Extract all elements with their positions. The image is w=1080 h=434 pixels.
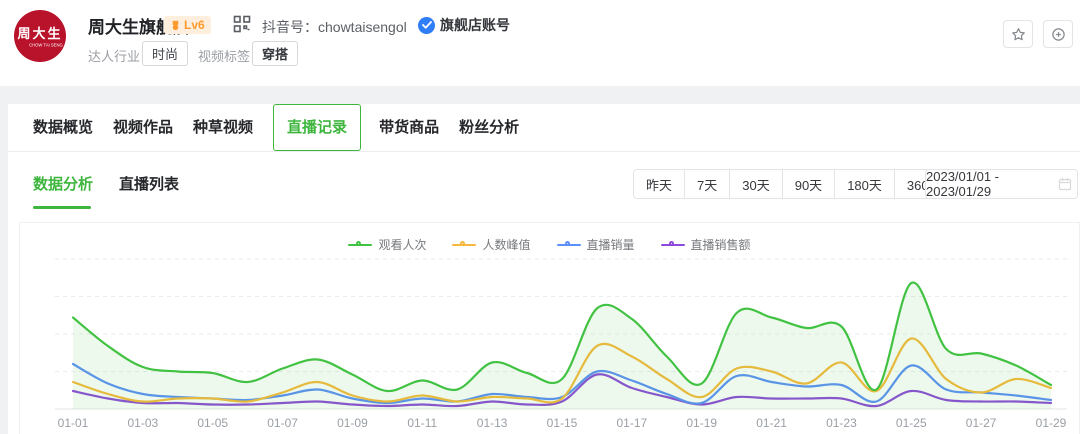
svg-text:01-05: 01-05: [197, 416, 228, 430]
video-tag[interactable]: 穿搭: [252, 41, 299, 66]
active-subtab-underline: [33, 205, 92, 209]
tab-fans-analysis[interactable]: 粉丝分析: [459, 118, 520, 136]
legend-label: 观看人次: [378, 238, 427, 252]
industry-label: 达人行业: [88, 49, 141, 64]
legend-marker-green: [348, 240, 373, 250]
legend-item-peak-viewers[interactable]: 人数峰值: [452, 236, 531, 253]
tab-seeding-videos[interactable]: 种草视频: [193, 118, 254, 136]
date-range-picker[interactable]: 2023/01/01 - 2023/01/29: [925, 169, 1078, 199]
tab-products[interactable]: 带货商品: [379, 118, 440, 136]
verified-badge-label: 旗舰店账号: [440, 17, 510, 33]
douyin-id-label: 抖音号：: [262, 19, 318, 35]
svg-text:01-13: 01-13: [477, 416, 508, 430]
tab-video-works[interactable]: 视频作品: [113, 118, 174, 136]
industry-tag[interactable]: 时尚: [142, 41, 189, 66]
account-header: 周大生 CHOW TAI SENG 周大生旗舰店 Lv6 抖音号：chowtai…: [0, 0, 1080, 86]
legend-marker-blue: [556, 240, 581, 250]
legend-item-sales-volume[interactable]: 直播销量: [556, 236, 635, 253]
subtab-live-list-label: 直播列表: [119, 175, 180, 193]
legend-marker-purple: [660, 240, 685, 250]
level-medal-icon: [172, 20, 179, 30]
svg-text:01-29: 01-29: [1036, 416, 1067, 430]
track-monitor-button[interactable]: [1043, 20, 1073, 48]
subtab-data-analysis-label: 数据分析: [33, 175, 94, 193]
svg-text:01-21: 01-21: [756, 416, 787, 430]
svg-text:01-17: 01-17: [617, 416, 648, 430]
star-icon: [1011, 27, 1025, 40]
favorite-star-button[interactable]: [1003, 20, 1033, 48]
svg-text:01-01: 01-01: [58, 416, 89, 430]
line-chart[interactable]: 01-01 01-03 01-05 01-07 01-09 01-11 01-13 01-15…: [41, 251, 1071, 434]
legend-item-views[interactable]: 观看人次: [348, 236, 426, 253]
date-range-text: 2023/01/01 - 2023/01/29: [926, 169, 1000, 199]
video-tag-label: 视频标签: [198, 49, 251, 64]
douyin-id-value: chowtaisengol: [318, 19, 407, 35]
verified-check-icon: [418, 16, 435, 34]
sub-tab-bar: 数据分析 直播列表: [33, 152, 179, 214]
douyin-id: 抖音号：chowtaisengol: [262, 17, 407, 37]
live-metrics-chart-panel: 观看人次 人数峰值 直播销量 直播销售额 01-01 01-03 01-05 01-0…: [19, 222, 1080, 434]
svg-text:01-15: 01-15: [547, 416, 578, 430]
quick-range-button-group: 昨天 7天 30天 90天 180天 360天: [633, 169, 955, 199]
range-180d[interactable]: 180天: [834, 169, 895, 199]
legend-item-sales-amount[interactable]: 直播销售额: [660, 236, 751, 253]
range-90d[interactable]: 90天: [781, 169, 836, 199]
svg-text:01-03: 01-03: [128, 416, 159, 430]
svg-text:01-25: 01-25: [896, 416, 927, 430]
svg-text:01-09: 01-09: [337, 416, 368, 430]
legend-label: 直播销量: [586, 238, 635, 252]
level-badge-label: Lv6: [184, 18, 205, 32]
svg-text:01-07: 01-07: [267, 416, 298, 430]
tab-data-overview[interactable]: 数据概览: [33, 118, 94, 136]
svg-text:01-19: 01-19: [686, 416, 717, 430]
account-avatar: 周大生 CHOW TAI SENG: [14, 10, 66, 62]
legend-marker-orange: [452, 240, 477, 250]
verified-badge: 旗舰店账号: [418, 15, 510, 35]
calendar-icon: [1058, 177, 1072, 194]
chart-legend: 观看人次 人数峰值 直播销量 直播销售额: [20, 236, 1079, 253]
legend-label: 人数峰值: [482, 238, 531, 252]
level-badge: Lv6: [164, 16, 211, 34]
range-yesterday[interactable]: 昨天: [633, 169, 686, 199]
main-tab-bar: 数据概览 视频作品 种草视频 直播记录 带货商品 粉丝分析: [8, 104, 1080, 152]
svg-text:01-11: 01-11: [407, 416, 437, 430]
subtab-data-analysis[interactable]: 数据分析: [33, 173, 94, 209]
svg-text:01-23: 01-23: [826, 416, 857, 430]
analytics-card: 数据概览 视频作品 种草视频 直播记录 带货商品 粉丝分析 数据分析 直播列表 …: [8, 104, 1080, 434]
tab-live-records[interactable]: 直播记录: [273, 104, 362, 151]
svg-text:01-27: 01-27: [966, 416, 997, 430]
subtab-live-list[interactable]: 直播列表: [119, 173, 179, 194]
legend-label: 直播销售额: [690, 238, 751, 252]
range-7d[interactable]: 7天: [684, 169, 731, 199]
range-30d[interactable]: 30天: [729, 169, 783, 199]
target-plus-icon: [1051, 27, 1065, 41]
qr-code-icon[interactable]: [232, 15, 252, 35]
avatar-brand-subtext: CHOW TAI SENG: [29, 43, 63, 48]
avatar-brand-text: 周大生: [17, 26, 63, 41]
